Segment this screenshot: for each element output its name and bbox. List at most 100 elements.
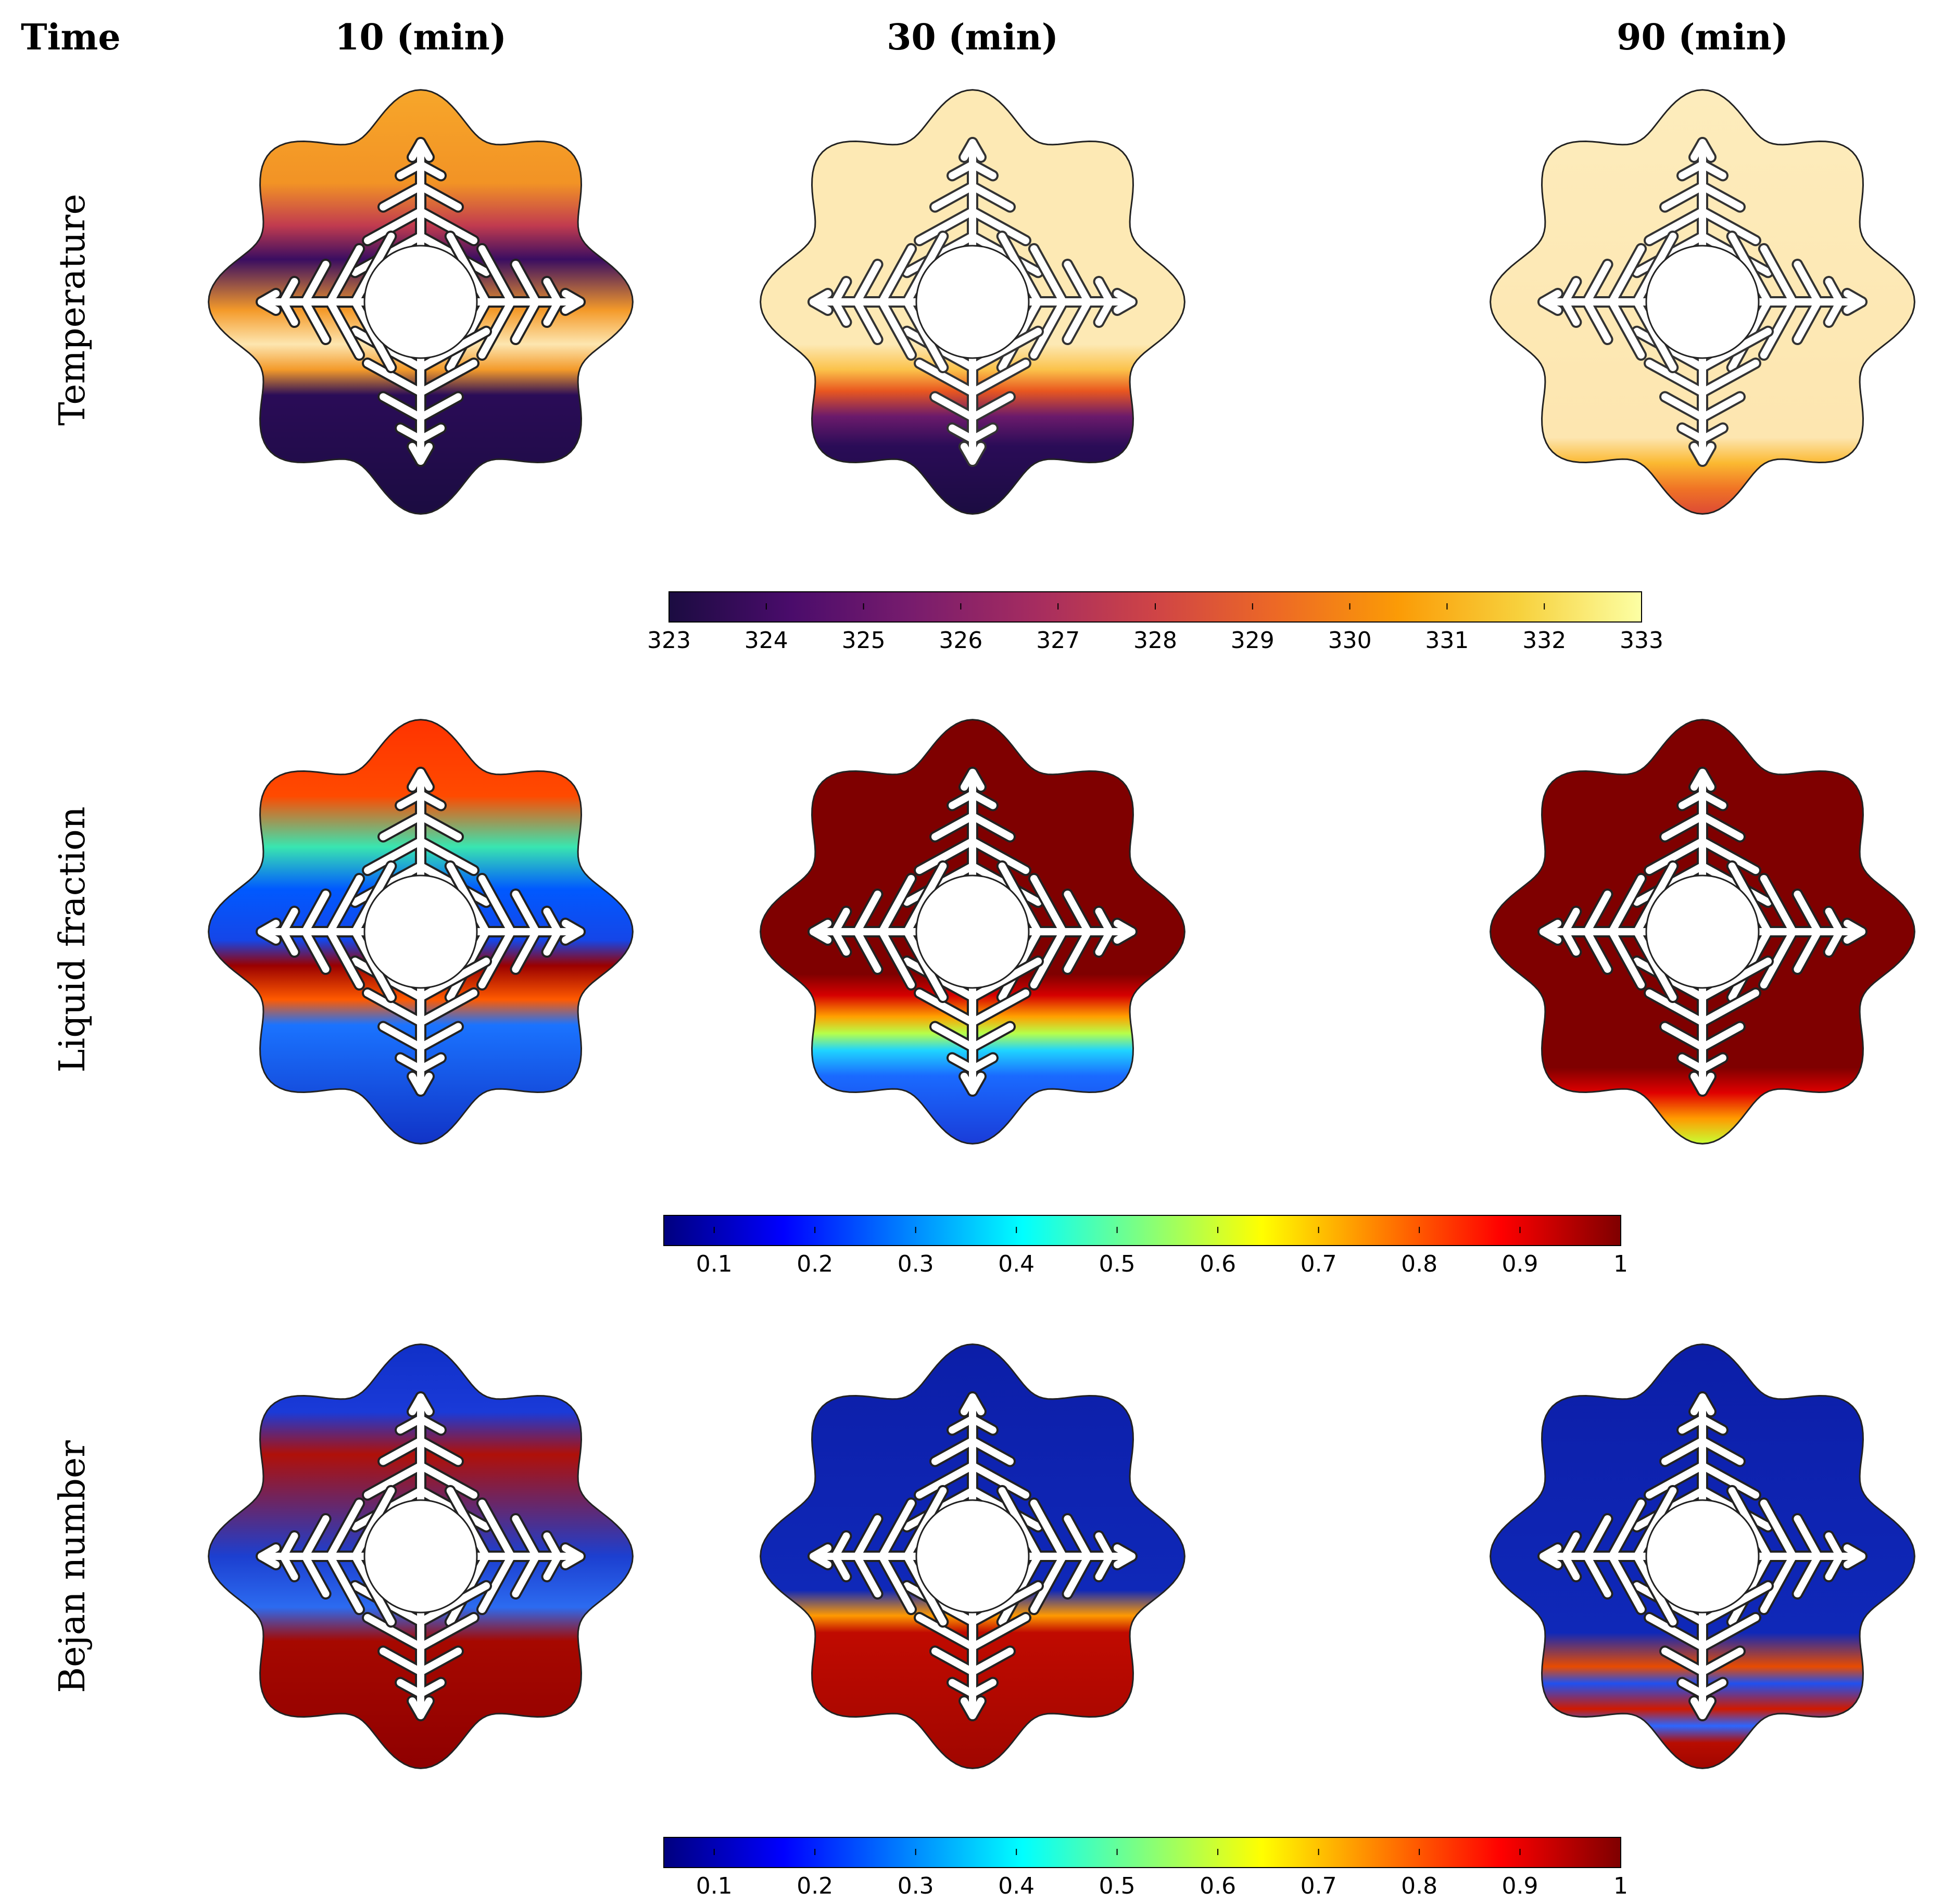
colorbar-liquid-fraction-tick-label: 0.3 (898, 1251, 934, 1277)
fin-branch (949, 161, 976, 180)
fin-branch (969, 1647, 1014, 1675)
fin-branch (417, 443, 433, 465)
fin-branch (326, 298, 363, 359)
fin-branch (969, 1073, 985, 1095)
fin-branch (1699, 1647, 1744, 1675)
fin-branch (1794, 928, 1822, 973)
header-col-90min: 90 (min) (1617, 17, 1788, 58)
fin-branch (478, 875, 515, 935)
fin-branch (1540, 928, 1561, 944)
colorbar-liquid-fraction-tick-label: 0.9 (1502, 1251, 1538, 1277)
fin-branch (417, 183, 462, 211)
fin-branch (1095, 908, 1114, 935)
fin-branch (417, 1073, 433, 1095)
fin-branch (1760, 928, 1797, 988)
colorbar-bejan-number-tick-label: 0.7 (1301, 1873, 1337, 1899)
fin-branch (998, 1487, 1042, 1560)
fin-branch (1699, 1462, 1759, 1499)
fin-branch (810, 298, 831, 314)
colorbar-temperature-tick-label: 323 (647, 627, 691, 654)
fin-branch (1030, 875, 1067, 935)
fin-branch (280, 908, 298, 935)
fin-branch (1679, 161, 1706, 180)
colorbar-temperature-tick-label: 329 (1231, 627, 1275, 654)
fin-branch (916, 989, 976, 1026)
colorbar-bejan-number-bar (663, 1837, 1621, 1868)
fin-branch (969, 1054, 996, 1073)
fin-branch (1699, 1415, 1726, 1434)
fin-branch (831, 298, 850, 326)
fin-branch (1728, 928, 1772, 1001)
fin-branch (543, 928, 562, 956)
fin-branch (903, 957, 976, 1001)
fin-branch (351, 1582, 424, 1626)
fin-branch (1633, 233, 1677, 306)
fin-branch (1794, 891, 1822, 935)
fin-branch (1844, 290, 1865, 306)
fin-branch (417, 327, 490, 371)
fin-branch (364, 359, 424, 396)
fin-branch (949, 791, 976, 809)
fin-branch (1561, 908, 1580, 935)
fin-branch (969, 1437, 1014, 1465)
fin-branch (1561, 1532, 1580, 1560)
header-col-30min: 30 (min) (887, 17, 1058, 58)
panel-temperature-30min (760, 89, 1185, 515)
fin-branch (878, 298, 915, 359)
row-label-temperature: Temperature (52, 194, 93, 426)
fin-branch (1661, 393, 1706, 421)
fin-branch (1699, 837, 1759, 874)
row-label-liquid-fraction: Liquid fraction (52, 806, 93, 1072)
fin-branch (969, 1415, 996, 1434)
fin-branch (1646, 359, 1706, 396)
fin-branch (903, 928, 947, 1001)
fin-branch (1661, 183, 1706, 211)
fin-branch (1760, 1500, 1797, 1560)
fin-branch (969, 443, 985, 465)
inner-tube (363, 245, 478, 359)
fin-branch (417, 1437, 462, 1465)
fin-branch (831, 278, 850, 306)
colorbar-bejan-number-tick-label: 0.3 (898, 1873, 934, 1899)
fin-branch (417, 424, 445, 443)
colorbar-bejan-number-ticks: 0.1 0.2 0.3 0.4 0.5 0.6 0.7 0.8 0.9 1 (696, 1849, 1628, 1899)
fin-branch (1633, 1553, 1677, 1626)
fin-branch (1699, 233, 1772, 276)
fin-branch (931, 813, 976, 841)
fin-branch (301, 1515, 330, 1560)
fin-branch (1690, 139, 1706, 161)
fin-branch (1679, 791, 1706, 809)
fin-branch (903, 1553, 947, 1626)
contour-panels (208, 89, 1915, 1769)
fin-branch (478, 1500, 515, 1560)
fin-branch (1699, 161, 1726, 180)
fin-branch (351, 1487, 424, 1531)
colorbar-bejan-number-tick-label: 1 (1613, 1873, 1628, 1899)
fin-branch (961, 139, 976, 161)
fin-branch (512, 891, 540, 935)
fin-branch (417, 1647, 462, 1675)
fin-branch (1583, 1553, 1611, 1597)
fin-branch (853, 928, 881, 973)
fin-branch (1699, 1697, 1714, 1719)
fin-branch (1030, 928, 1067, 988)
fin-branch (1679, 1679, 1706, 1697)
fin-branch (1064, 891, 1092, 935)
fin-branch (512, 1515, 540, 1560)
fin-branch (1608, 1500, 1645, 1560)
fin-branch (258, 928, 280, 944)
fin-branch (903, 233, 947, 306)
fin-branch (878, 245, 915, 306)
panel-temperature-90min (1490, 89, 1915, 515)
fin-branch (417, 1023, 462, 1051)
fin-branch (1699, 1487, 1772, 1531)
fin-branch (417, 208, 477, 245)
fin-branch (326, 245, 363, 306)
fin-branch (1699, 1073, 1714, 1095)
fin-branch (478, 1553, 515, 1613)
colorbar-liquid-fraction: 0.1 0.2 0.3 0.4 0.5 0.6 0.7 0.8 0.9 1 (663, 1215, 1628, 1277)
fin-branch (446, 1553, 490, 1626)
colorbar-temperature-tick-label: 325 (842, 627, 886, 654)
fin-branch (1583, 261, 1611, 306)
fin-branch (969, 233, 1042, 276)
